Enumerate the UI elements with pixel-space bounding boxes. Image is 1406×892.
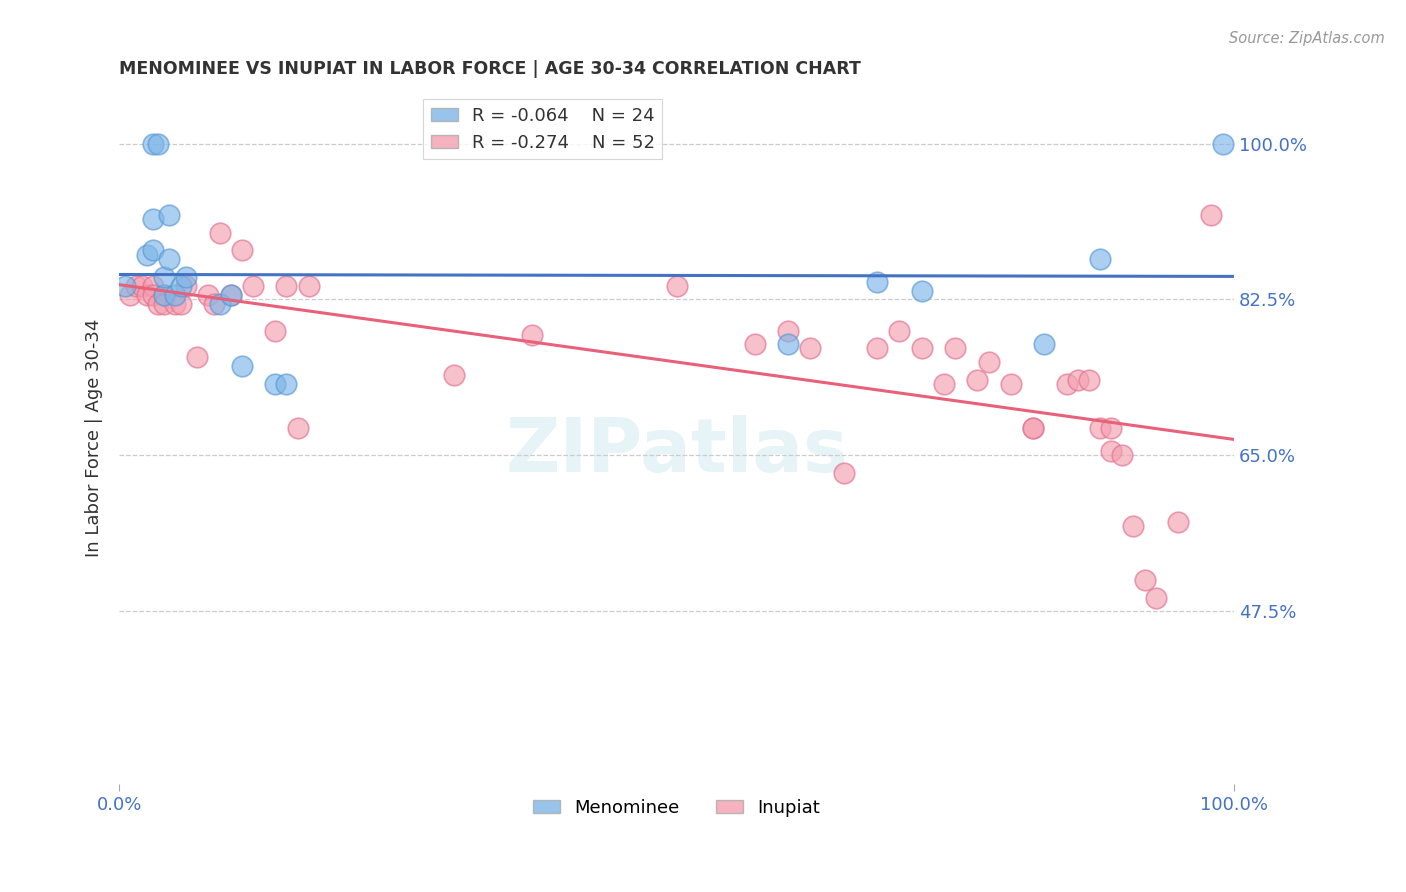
Point: [153, 288, 176, 302]
Point: [977, 354, 1000, 368]
Point: [1022, 421, 1045, 435]
Legend: Menominee, Inupiat: Menominee, Inupiat: [526, 791, 827, 824]
Point: [276, 279, 298, 293]
Point: [148, 297, 170, 311]
Point: [298, 279, 321, 293]
Point: [932, 376, 955, 391]
Point: [231, 244, 253, 258]
Point: [136, 288, 159, 302]
Point: [1201, 208, 1223, 222]
Point: [153, 270, 176, 285]
Point: [202, 297, 225, 311]
Point: [443, 368, 465, 382]
Point: [114, 279, 136, 293]
Point: [142, 212, 165, 227]
Point: [174, 270, 197, 285]
Point: [153, 297, 176, 311]
Point: [866, 275, 889, 289]
Point: [148, 136, 170, 151]
Point: [159, 252, 181, 267]
Point: [1167, 515, 1189, 529]
Point: [276, 376, 298, 391]
Point: [1099, 421, 1122, 435]
Point: [120, 288, 142, 302]
Point: [153, 288, 176, 302]
Point: [159, 208, 181, 222]
Point: [169, 279, 191, 293]
Point: [174, 279, 197, 293]
Text: Source: ZipAtlas.com: Source: ZipAtlas.com: [1229, 31, 1385, 46]
Point: [1000, 376, 1022, 391]
Point: [1022, 421, 1045, 435]
Point: [163, 288, 186, 302]
Point: [1111, 448, 1133, 462]
Point: [163, 297, 186, 311]
Point: [1133, 573, 1156, 587]
Point: [136, 248, 159, 262]
Point: [242, 279, 264, 293]
Point: [219, 288, 242, 302]
Point: [776, 324, 799, 338]
Point: [264, 324, 287, 338]
Point: [776, 337, 799, 351]
Point: [799, 342, 821, 356]
Point: [520, 328, 543, 343]
Point: [911, 342, 934, 356]
Point: [966, 372, 988, 386]
Point: [208, 226, 231, 240]
Point: [1144, 591, 1167, 605]
Point: [169, 297, 191, 311]
Point: [943, 342, 966, 356]
Point: [142, 136, 165, 151]
Point: [1067, 372, 1090, 386]
Text: MENOMINEE VS INUPIAT IN LABOR FORCE | AGE 30-34 CORRELATION CHART: MENOMINEE VS INUPIAT IN LABOR FORCE | AG…: [120, 60, 860, 78]
Point: [911, 284, 934, 298]
Point: [1088, 421, 1111, 435]
Point: [1077, 372, 1099, 386]
Point: [1122, 519, 1144, 533]
Point: [264, 376, 287, 391]
Point: [142, 288, 165, 302]
Point: [1212, 136, 1234, 151]
Point: [231, 359, 253, 373]
Point: [142, 279, 165, 293]
Point: [287, 421, 309, 435]
Point: [665, 279, 688, 293]
Point: [866, 342, 889, 356]
Point: [186, 351, 208, 365]
Point: [208, 297, 231, 311]
Point: [1056, 376, 1078, 391]
Point: [889, 324, 911, 338]
Point: [219, 288, 242, 302]
Point: [142, 244, 165, 258]
Point: [197, 288, 219, 302]
Point: [125, 279, 148, 293]
Point: [744, 337, 766, 351]
Point: [1088, 252, 1111, 267]
Y-axis label: In Labor Force | Age 30-34: In Labor Force | Age 30-34: [86, 318, 103, 557]
Point: [832, 466, 855, 480]
Text: ZIPatlas: ZIPatlas: [505, 415, 848, 488]
Point: [1099, 443, 1122, 458]
Point: [131, 279, 153, 293]
Point: [1033, 337, 1056, 351]
